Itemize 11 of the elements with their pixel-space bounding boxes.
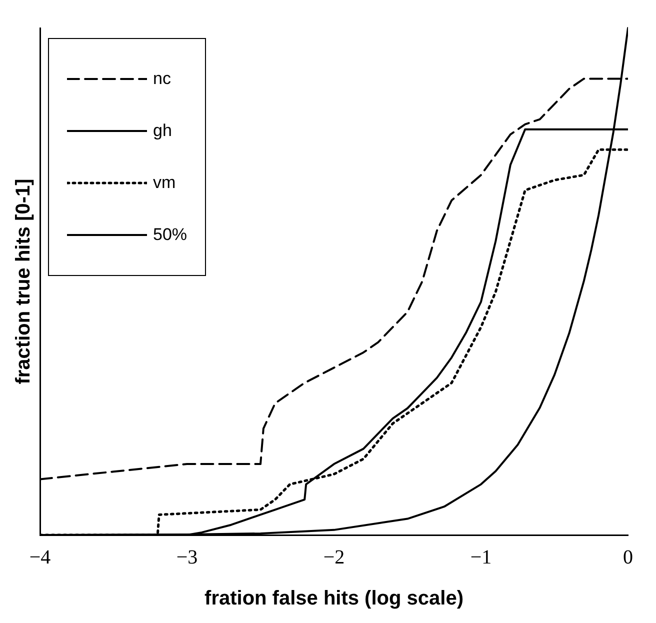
x-tick-label: −3 [176,546,198,568]
x-tick-label: 0 [623,546,633,568]
legend-label: gh [153,121,172,141]
x-tick-label: −1 [470,546,492,568]
x-axis-title: fration false hits (log scale) [204,588,464,610]
legend-label: vm [153,173,176,193]
legend-label: 50% [153,225,188,245]
x-tick-label: −2 [323,546,345,568]
x-tick-label: −4 [29,546,51,568]
legend-label: nc [153,69,171,89]
y-axis-title: fraction true hits [0-1] [12,178,35,384]
